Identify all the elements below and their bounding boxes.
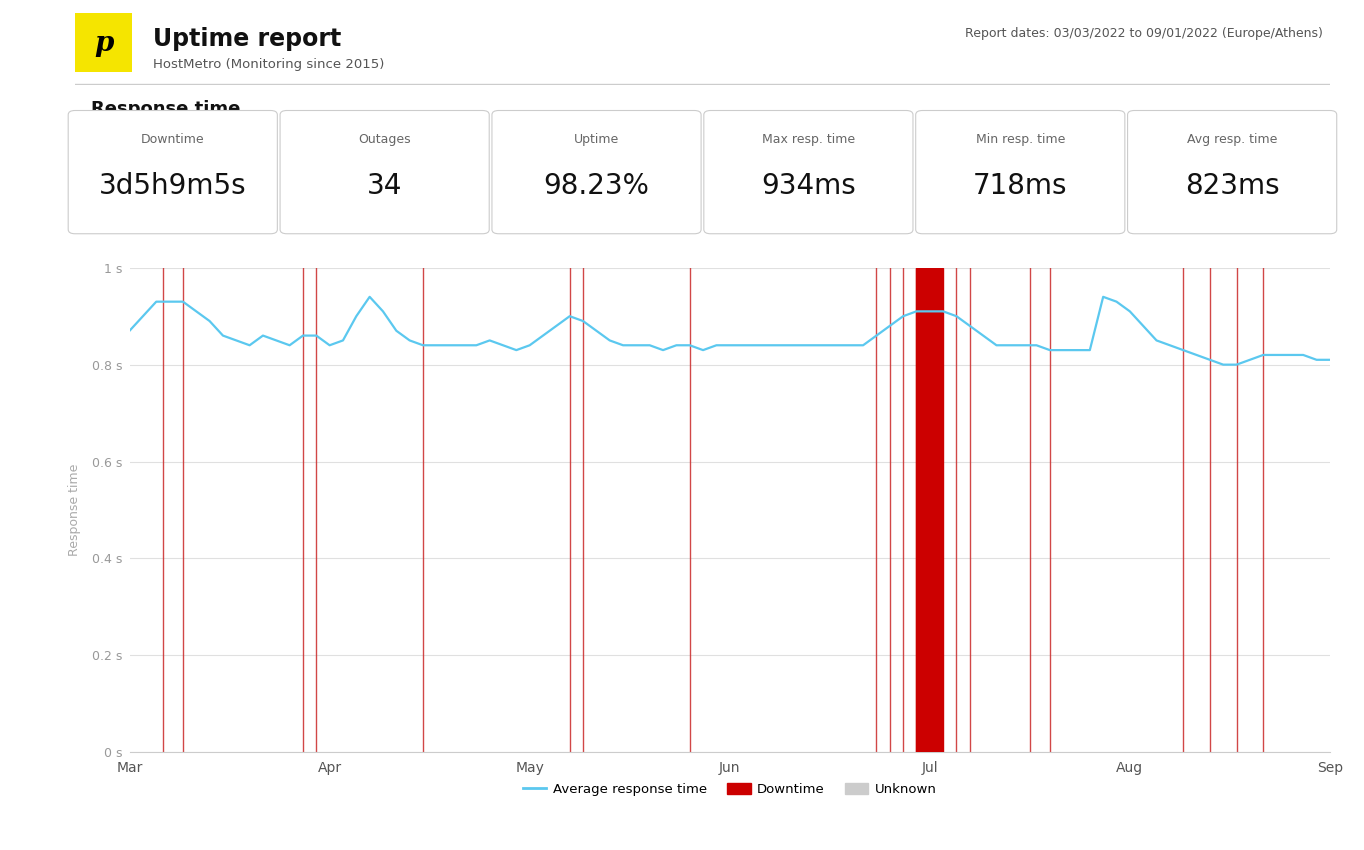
Text: p: p bbox=[94, 31, 113, 57]
Text: Min resp. time: Min resp. time bbox=[975, 133, 1065, 146]
FancyBboxPatch shape bbox=[70, 7, 138, 78]
Text: 718ms: 718ms bbox=[973, 172, 1068, 200]
Text: 823ms: 823ms bbox=[1185, 172, 1279, 200]
Text: Uptime: Uptime bbox=[574, 133, 619, 146]
Text: 98.23%: 98.23% bbox=[544, 172, 649, 200]
Text: Downtime: Downtime bbox=[140, 133, 205, 146]
Text: 934ms: 934ms bbox=[761, 172, 855, 200]
Legend: Average response time, Downtime, Unknown: Average response time, Downtime, Unknown bbox=[517, 778, 943, 802]
Text: 3d5h9m5s: 3d5h9m5s bbox=[100, 172, 247, 200]
Text: HostMetro (Monitoring since 2015): HostMetro (Monitoring since 2015) bbox=[153, 58, 385, 71]
Text: Avg resp. time: Avg resp. time bbox=[1187, 133, 1277, 146]
Text: Outages: Outages bbox=[359, 133, 411, 146]
Text: 34: 34 bbox=[367, 172, 402, 200]
Text: Response time: Response time bbox=[91, 100, 241, 118]
Bar bbox=[917, 268, 943, 752]
Text: Uptime report: Uptime report bbox=[153, 27, 341, 51]
Text: Max resp. time: Max resp. time bbox=[762, 133, 855, 146]
Text: Report dates: 03/03/2022 to 09/01/2022 (Europe/Athens): Report dates: 03/03/2022 to 09/01/2022 (… bbox=[966, 27, 1323, 40]
Y-axis label: Response time: Response time bbox=[68, 464, 80, 556]
